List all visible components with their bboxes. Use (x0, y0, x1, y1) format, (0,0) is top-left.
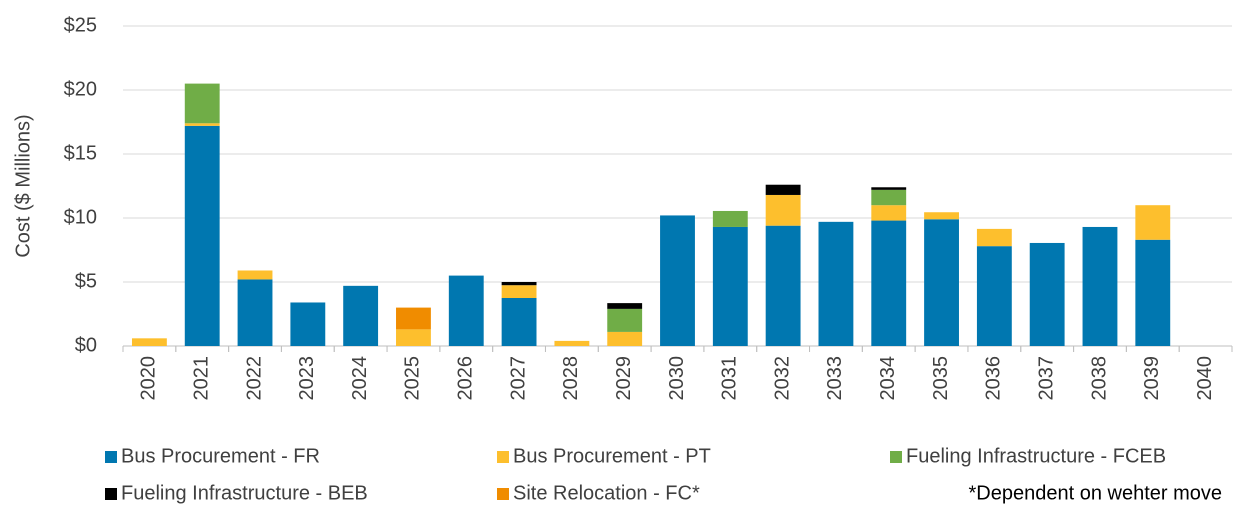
x-tick-label: 2035 (930, 356, 952, 401)
bar-segment (976, 246, 1012, 346)
x-tick-label: 2023 (296, 356, 318, 401)
bar-segment (607, 308, 643, 332)
bar-segment (1082, 226, 1118, 346)
bar-segment (501, 282, 537, 286)
bar-segment (501, 285, 537, 298)
bar-segment (131, 338, 167, 346)
y-tick-label: $0 (75, 334, 97, 356)
y-tick-label: $25 (64, 14, 97, 36)
legend-swatch (105, 488, 117, 500)
bar-segment (237, 270, 273, 280)
bar-segment (924, 212, 959, 220)
x-tick-label: 2024 (349, 356, 371, 401)
bar-segment (607, 303, 643, 309)
y-tick-label: $20 (64, 78, 97, 100)
legend-swatch (497, 451, 509, 463)
y-tick-label: $5 (75, 270, 97, 292)
x-tick-label: 2034 (877, 356, 899, 401)
x-tick-label: 2031 (719, 356, 741, 401)
bar-segment (237, 279, 273, 346)
legend-label: Site Relocation - FC* (513, 482, 700, 504)
x-tick-label: 2033 (824, 356, 846, 401)
bar-segment (343, 285, 379, 346)
y-tick-label: $15 (64, 142, 97, 164)
x-tick-label: 2028 (560, 356, 582, 401)
bar-segment (290, 302, 326, 346)
x-tick-label: 2027 (507, 356, 529, 401)
legend-label: Fueling Infrastructure - FCEB (906, 445, 1166, 467)
annotation: *Dependent on wehter move (969, 482, 1223, 504)
legend-label: Bus Procurement - PT (513, 445, 711, 467)
bar-segment (712, 210, 748, 227)
legend-label: Fueling Infrastructure - BEB (121, 482, 368, 504)
bar-segment (184, 125, 220, 346)
bar-segment (765, 184, 801, 195)
bar-segment (1029, 242, 1065, 346)
x-tick-label: 2032 (771, 356, 793, 401)
bar-segment (501, 298, 537, 346)
bar-segment (396, 307, 431, 330)
x-tick-label: 2039 (1141, 356, 1163, 401)
bar-segment (1135, 205, 1171, 240)
bar-segment (184, 83, 220, 124)
legend-label: Bus Procurement - FR (121, 445, 320, 467)
bar-segment (765, 225, 801, 346)
legend-swatch (497, 488, 509, 500)
bar-segment (712, 226, 748, 346)
bar-segment (871, 187, 907, 190)
legend-swatch (105, 451, 117, 463)
y-tick-label: $10 (64, 206, 97, 228)
bar-segment (871, 220, 907, 346)
bar-segment (396, 329, 431, 346)
x-tick-label: 2020 (138, 356, 160, 401)
x-tick-label: 2038 (1088, 356, 1110, 401)
legend-swatch (890, 451, 902, 463)
bar-segment (184, 123, 220, 126)
bar-segment (871, 205, 907, 221)
x-tick-label: 2036 (983, 356, 1005, 401)
bar-segment (607, 331, 643, 346)
bar-segment (976, 228, 1012, 247)
bar-segment (448, 275, 484, 346)
bar-segment (554, 340, 590, 346)
bar-segment (924, 219, 959, 346)
x-tick-label: 2021 (190, 356, 212, 401)
x-tick-label: 2037 (1035, 356, 1057, 401)
bar-segment (818, 221, 854, 346)
bar-segment (765, 194, 801, 226)
x-tick-label: 2026 (455, 356, 477, 401)
x-tick-label: 2029 (613, 356, 635, 401)
x-tick-label: 2025 (402, 356, 424, 401)
x-tick-label: 2040 (1194, 356, 1216, 401)
bar-segment (1135, 239, 1171, 346)
bar-segment (660, 215, 695, 346)
x-tick-label: 2030 (666, 356, 688, 401)
bar-segment (871, 189, 907, 206)
y-axis-label: Cost ($ Millions) (12, 114, 34, 257)
x-tick-label: 2022 (243, 356, 265, 401)
